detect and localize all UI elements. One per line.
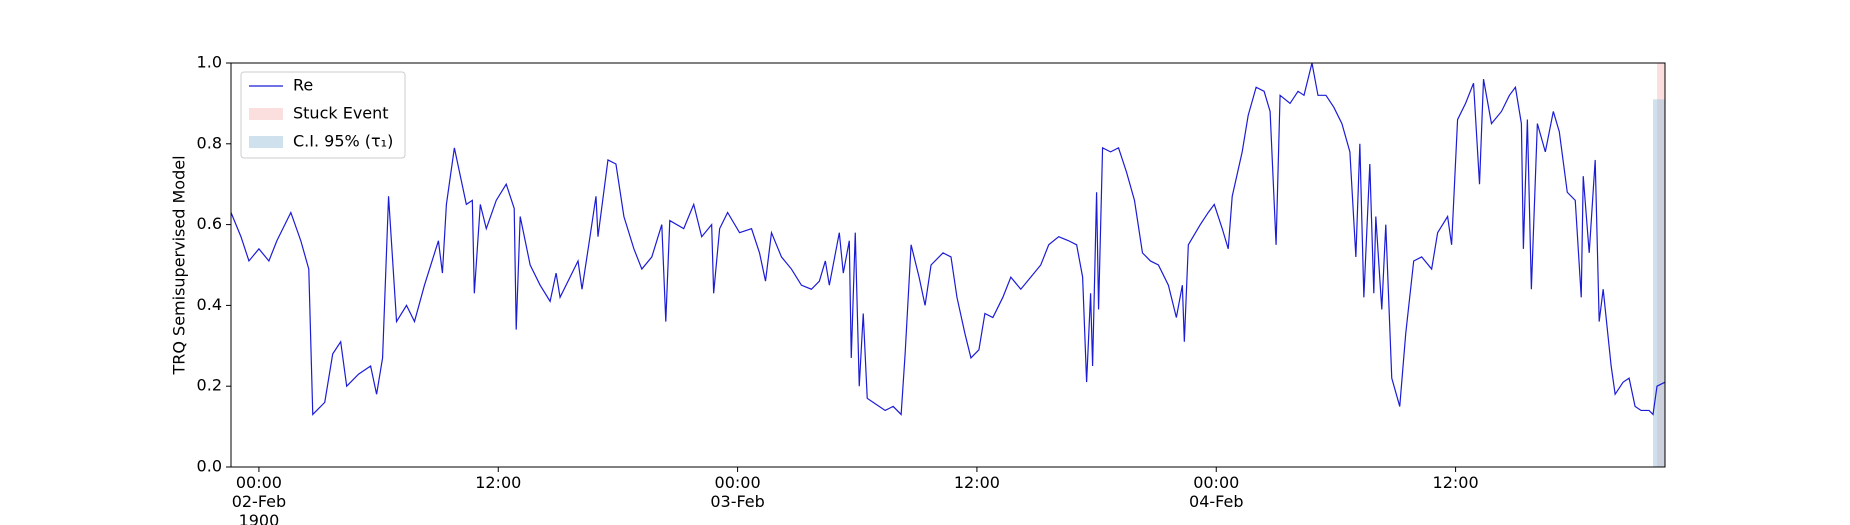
legend-swatch (249, 136, 283, 148)
x-tick-label: 00:00 04-Feb (1189, 473, 1243, 511)
x-tick-label-line: 00:00 (236, 473, 282, 492)
y-tick-label: 0.0 (197, 457, 222, 476)
legend-label: C.I. 95% (τ₁) (293, 132, 393, 151)
x-tick-label-line: 1900 (239, 511, 280, 525)
x-tick-label-line: 04-Feb (1189, 492, 1243, 511)
x-tick-label: 12:00 (954, 473, 1000, 492)
legend-swatch (249, 108, 283, 120)
x-tick-label-line: 12:00 (1433, 473, 1479, 492)
x-tick-label-line: 12:00 (954, 473, 1000, 492)
x-tick-label: 12:00 (475, 473, 521, 492)
y-tick-label: 0.2 (197, 376, 222, 395)
y-tick-label: 0.6 (197, 214, 222, 233)
y-axis-label: TRQ Semisupervised Model (170, 155, 189, 375)
x-tick-label-line: 02-Feb (232, 492, 286, 511)
y-tick-label: 1.0 (197, 53, 222, 72)
x-tick-label-line: 00:00 (1193, 473, 1239, 492)
x-tick-label-line: 03-Feb (710, 492, 764, 511)
x-tick-label-line: 12:00 (475, 473, 521, 492)
x-tick-label: 00:00 03-Feb (710, 473, 764, 511)
data-line (230, 62, 1666, 416)
legend-label: Re (293, 76, 313, 95)
shaded-span (1653, 99, 1665, 468)
y-tick-label: 0.8 (197, 133, 222, 152)
x-tick-label: 00:00 02-Feb 1900 (232, 473, 286, 525)
plot-frame (230, 62, 1666, 468)
legend-label: Stuck Event (293, 104, 389, 123)
y-tick-label: 0.4 (197, 295, 222, 314)
x-tick-label: 12:00 (1433, 473, 1479, 492)
x-tick-label-line: 00:00 (715, 473, 761, 492)
